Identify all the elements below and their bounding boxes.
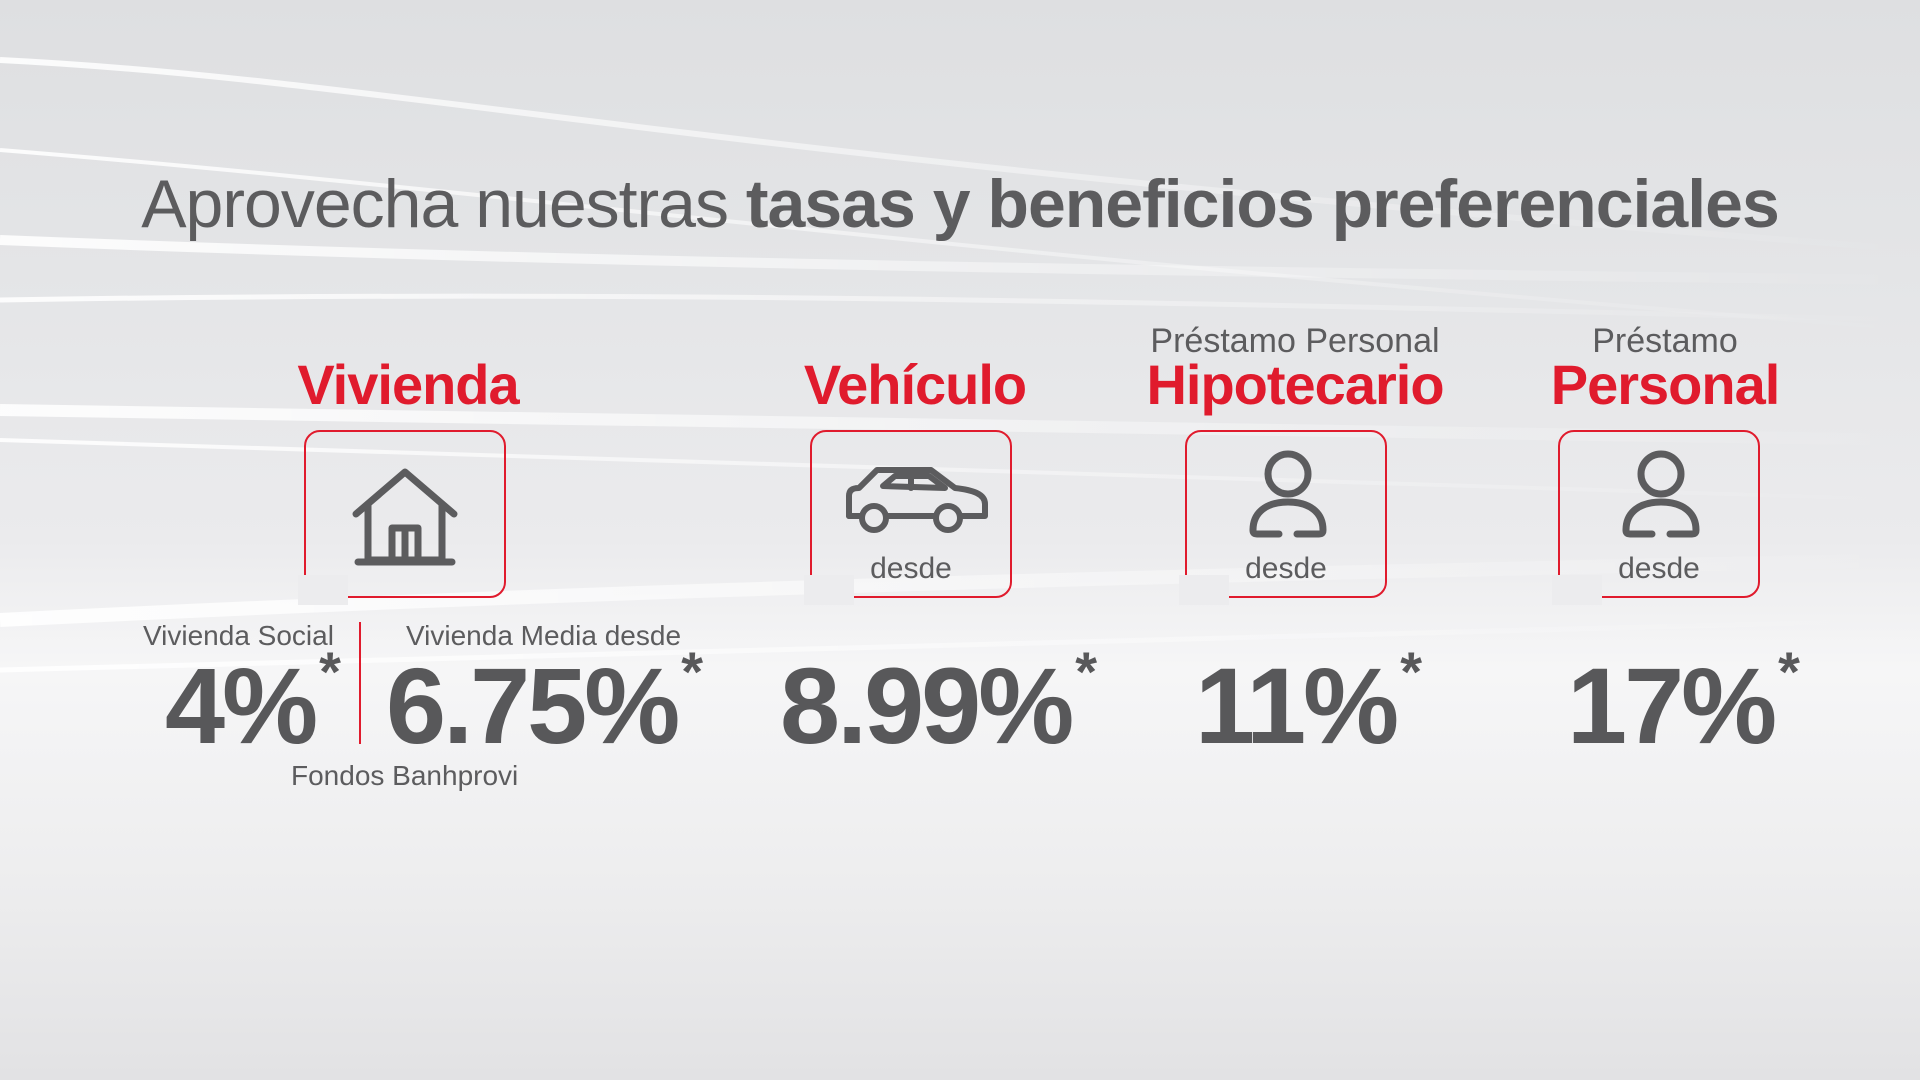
vehiculo-icon-box — [810, 430, 1012, 598]
vivienda-social-rate-asterisk: * — [319, 640, 341, 703]
hipotecario-from-label: desde — [1245, 552, 1327, 585]
car-icon — [846, 467, 988, 533]
vehiculo-rate-value: 8.99% — [780, 645, 1074, 766]
vehiculo-box-gap — [804, 575, 854, 605]
vehiculo-title: Vehículo — [803, 353, 1027, 416]
personal-rate-value: 17% — [1567, 645, 1777, 766]
user-icon — [1622, 450, 1700, 538]
vivienda-title: Vivienda — [297, 353, 519, 416]
vehiculo-from-label: desde — [870, 552, 952, 585]
personal-rate-asterisk: * — [1778, 640, 1800, 703]
personal-rate: 17%* — [1567, 644, 1800, 760]
vehiculo-rate: 8.99%* — [780, 644, 1097, 760]
vivienda-icon-box — [304, 430, 506, 598]
personal-title: Personal — [1550, 353, 1781, 416]
hipotecario-subtitle: Préstamo Personal — [1150, 322, 1440, 360]
hipotecario-title: Hipotecario — [1146, 353, 1444, 416]
headline-bold: tasas y beneficios preferenciales — [745, 166, 1780, 242]
personal-from-label: desde — [1618, 552, 1700, 585]
hipotecario-rate: 11%* — [1195, 644, 1422, 760]
hipotecario-box-gap — [1179, 575, 1229, 605]
vivienda-divider — [359, 622, 361, 744]
hipotecario-icon-box — [1185, 430, 1387, 598]
vehiculo-rate-asterisk: * — [1075, 640, 1098, 703]
headline-regular: Aprovecha nuestras — [141, 166, 746, 242]
vivienda-box-gap — [298, 575, 348, 605]
page-headline: Aprovecha nuestras tasas y beneficios pr… — [0, 165, 1920, 243]
vivienda-social-label: Vivienda Social — [143, 620, 334, 651]
vivienda-media-rate: 6.75%* — [386, 644, 703, 760]
personal-box-gap — [1552, 575, 1602, 605]
vivienda-media-rate-value: 6.75% — [386, 645, 680, 766]
vivienda-social-rate: 4%* — [165, 644, 341, 760]
house-icon — [352, 468, 458, 566]
personal-icon-box — [1558, 430, 1760, 598]
user-icon — [1249, 450, 1327, 538]
hipotecario-rate-asterisk: * — [1400, 640, 1422, 703]
vivienda-social-rate-value: 4% — [165, 645, 318, 766]
vivienda-media-label: Vivienda Media desde — [406, 620, 682, 651]
vivienda-media-rate-asterisk: * — [681, 640, 704, 703]
vivienda-footnote: Fondos Banhprovi — [291, 760, 519, 791]
hipotecario-rate-value: 11% — [1195, 645, 1399, 766]
personal-subtitle: Préstamo — [1592, 322, 1738, 360]
